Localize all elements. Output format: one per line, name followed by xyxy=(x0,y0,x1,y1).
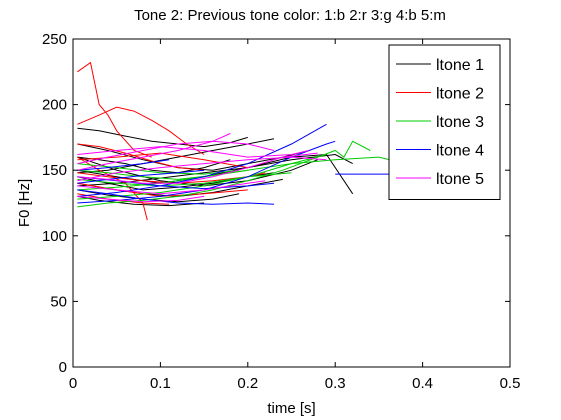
series-4-line-2 xyxy=(77,123,327,197)
series-1-line-8 xyxy=(77,195,205,207)
series-5-line-7 xyxy=(77,156,327,182)
legend-label-4: ltone 4 xyxy=(436,143,484,160)
y-tick-label: 250 xyxy=(42,31,67,48)
x-tick-label: 0.3 xyxy=(325,375,346,392)
axes-frame xyxy=(72,38,511,368)
series-5-line-2 xyxy=(77,140,275,165)
x-tick-label: 0.1 xyxy=(150,375,171,392)
series-3-line-5 xyxy=(77,169,248,180)
legend-label-1: ltone 1 xyxy=(436,57,484,74)
series-4-line-3 xyxy=(77,189,275,205)
x-tick-label: 0.4 xyxy=(412,375,433,392)
legend-label-5: ltone 5 xyxy=(436,171,484,188)
chart-title: Tone 2: Previous tone color: 1:b 2:r 3:g… xyxy=(134,7,446,24)
x-tick-label: 0.2 xyxy=(237,375,258,392)
y-tick-label: 50 xyxy=(50,293,67,310)
x-tick-label: 0.5 xyxy=(500,375,521,392)
series-4-line-7 xyxy=(77,159,170,171)
y-axis-label: F0 [Hz] xyxy=(16,179,33,227)
legend-label-2: ltone 2 xyxy=(436,86,484,103)
series-4-line-4 xyxy=(77,169,205,184)
axis-ticks: 0 0.1 0.2 0.3 0.4 0.5 0 50 100 150 200 250 xyxy=(42,31,520,392)
y-tick-label: 200 xyxy=(42,97,67,114)
y-tick-label: 100 xyxy=(42,228,67,245)
y-tick-label: 150 xyxy=(42,162,67,179)
series-4-line-1 xyxy=(77,140,336,204)
legend-label-3: ltone 3 xyxy=(436,114,484,131)
legend-box xyxy=(388,44,501,200)
series-5-line-3 xyxy=(77,146,310,158)
x-axis-label: time [s] xyxy=(267,400,315,417)
x-tick-label: 0 xyxy=(69,375,77,392)
series-2-line-3 xyxy=(77,156,148,221)
series-3-line-4 xyxy=(77,172,292,187)
series-2-line-7 xyxy=(77,193,170,205)
series-5-line-5 xyxy=(77,195,205,203)
series-2-line-1 xyxy=(77,61,152,158)
series-5-line-1 xyxy=(77,152,318,184)
series-1-line-9 xyxy=(77,156,231,174)
series-5-line-6 xyxy=(77,133,231,171)
series-1-line-1 xyxy=(77,127,248,148)
legend: ltone 1 ltone 2 ltone 3 ltone 4 ltone 5 xyxy=(388,44,501,200)
series-5-line-4 xyxy=(77,180,266,195)
series-2-line-2 xyxy=(77,106,205,155)
series-2-line-8 xyxy=(77,143,205,171)
y-tick-label: 0 xyxy=(59,359,67,376)
